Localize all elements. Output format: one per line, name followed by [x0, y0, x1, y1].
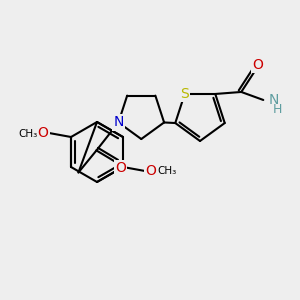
Text: S: S: [180, 87, 189, 101]
Text: CH₃: CH₃: [18, 129, 38, 139]
Text: N: N: [113, 116, 124, 130]
Text: O: O: [115, 161, 126, 176]
Text: H: H: [273, 103, 282, 116]
Text: CH₃: CH₃: [158, 166, 177, 176]
Text: O: O: [146, 164, 156, 178]
Text: O: O: [38, 126, 49, 140]
Text: N: N: [268, 93, 279, 107]
Text: O: O: [252, 58, 263, 72]
